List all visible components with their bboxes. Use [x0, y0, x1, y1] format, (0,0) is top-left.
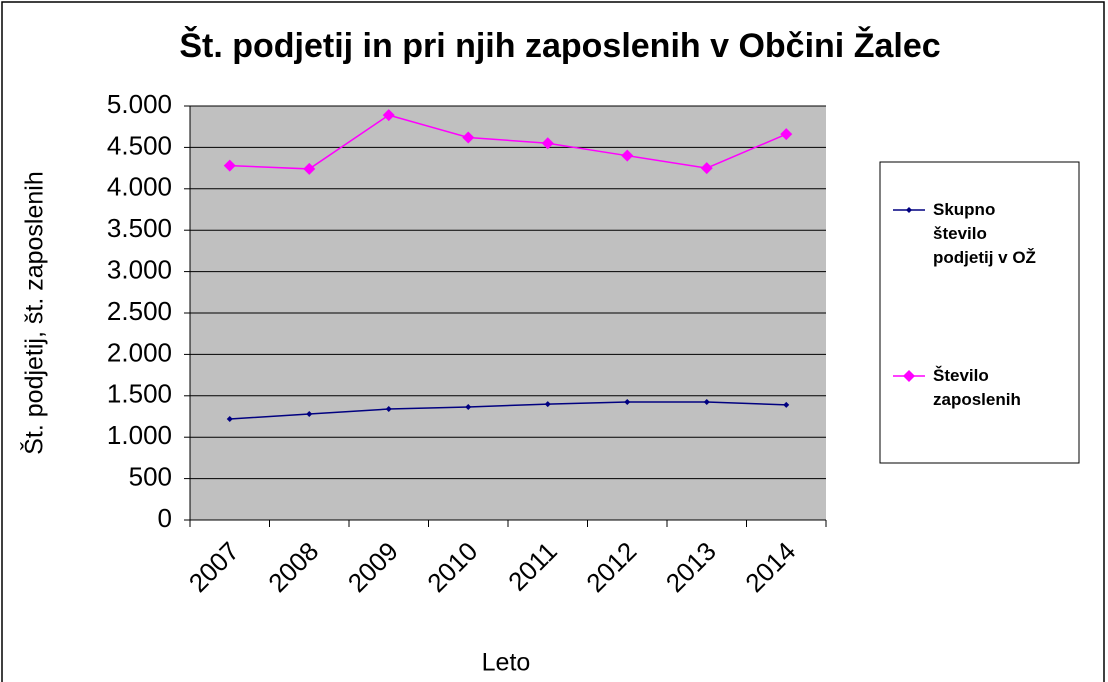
data-point	[541, 137, 554, 150]
data-point	[385, 406, 392, 413]
data-point	[226, 415, 233, 422]
legend-box	[879, 161, 1080, 464]
x-axis-label: Leto	[482, 649, 531, 677]
y-tick-label: 4.000	[107, 172, 172, 202]
data-point	[780, 128, 793, 141]
data-point	[382, 109, 395, 122]
data-point	[223, 159, 236, 172]
data-point	[703, 399, 710, 406]
data-point	[303, 162, 316, 175]
series-line	[229, 114, 787, 170]
chart-title: Št. podjetij in pri njih zaposlenih v Ob…	[179, 26, 940, 65]
data-point	[621, 149, 634, 162]
y-tick-label: 3.000	[107, 254, 172, 284]
y-tick-label: 2.500	[107, 296, 172, 326]
legend-label: Število zaposlenih	[933, 366, 1021, 409]
y-tick-label: 1.500	[107, 379, 172, 409]
y-tick-label: 4.500	[107, 130, 172, 160]
data-point	[306, 411, 313, 418]
data-point	[624, 399, 631, 406]
legend-label: Skupno število podjetij v OŽ	[933, 200, 1036, 267]
y-tick-label: 1.000	[107, 420, 172, 450]
data-point	[544, 401, 551, 408]
data-point	[783, 401, 790, 408]
y-tick-label: 3.500	[107, 213, 172, 243]
y-tick-label: 5.000	[107, 89, 172, 119]
data-point	[700, 162, 713, 175]
y-tick-label: 0	[158, 503, 172, 533]
data-point	[462, 131, 475, 144]
y-tick-label: 2.000	[107, 337, 172, 367]
data-point	[465, 403, 472, 410]
legend-marker	[906, 207, 912, 213]
y-tick-label: 500	[129, 461, 172, 491]
y-axis-label: Št. podjetij, št. zaposlenih	[20, 171, 49, 455]
series-line	[229, 401, 787, 420]
legend-marker	[903, 370, 915, 382]
